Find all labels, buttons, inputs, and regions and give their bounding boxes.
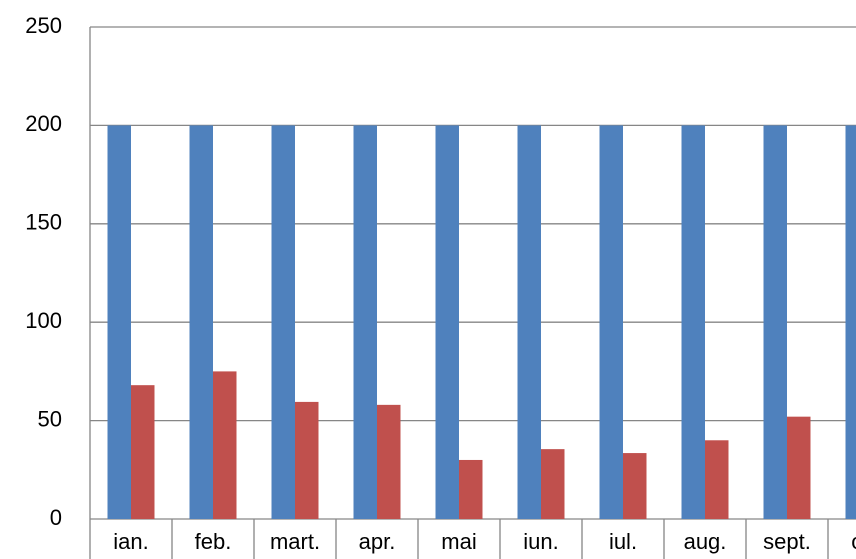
bar: [763, 125, 787, 520]
y-tick-label: 100: [25, 308, 62, 333]
x-tick-label: apr.: [359, 529, 396, 554]
y-tick-label: 150: [25, 210, 62, 235]
bar: [435, 125, 459, 520]
bar: [459, 459, 483, 519]
x-tick-label: sept.: [763, 529, 811, 554]
x-tick-label: iun.: [523, 529, 558, 554]
bar: [705, 440, 729, 519]
x-tick-label: oct.: [851, 529, 856, 554]
bar: [599, 125, 623, 520]
bar: [353, 125, 377, 520]
y-tick-label: 50: [38, 406, 62, 431]
x-tick-label: aug.: [684, 529, 727, 554]
bar: [623, 453, 647, 519]
y-tick-label: 200: [25, 111, 62, 136]
bar: [377, 404, 401, 519]
bar: [681, 125, 705, 520]
bar: [845, 125, 856, 520]
y-tick-label: 250: [25, 13, 62, 38]
x-tick-label: feb.: [195, 529, 232, 554]
bar: [131, 385, 155, 519]
bar: [107, 125, 131, 520]
bar: [213, 371, 237, 519]
x-tick-label: mart.: [270, 529, 320, 554]
bar: [541, 449, 565, 519]
bar: [787, 416, 811, 519]
x-tick-label: ian.: [113, 529, 148, 554]
bar: [271, 125, 295, 520]
bar: [517, 125, 541, 520]
bar: [295, 401, 319, 519]
x-tick-label: mai: [441, 529, 476, 554]
x-tick-label: iul.: [609, 529, 637, 554]
bar: [189, 125, 213, 520]
y-tick-label: 0: [50, 505, 62, 530]
